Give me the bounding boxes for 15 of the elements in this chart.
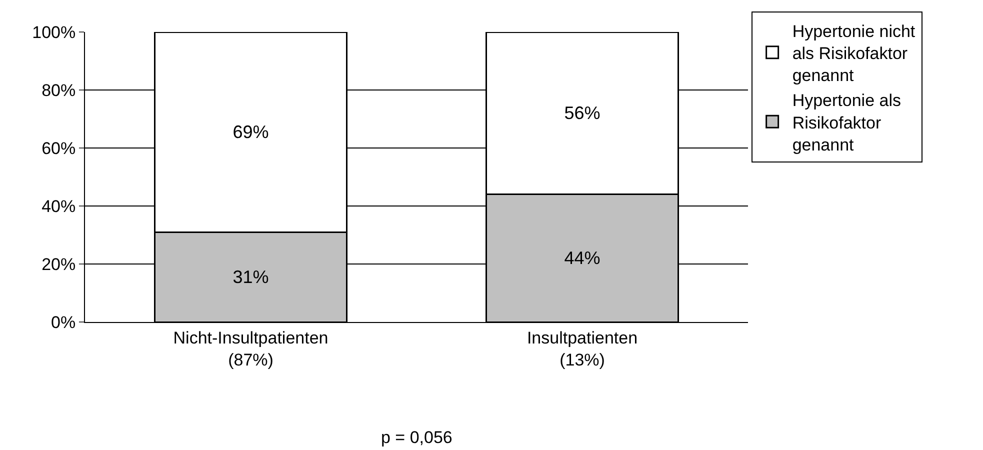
y-tick-label: 80%: [42, 80, 76, 100]
data-label: 69%: [232, 122, 269, 142]
legend-label: Hypertonie nicht als Risikofaktor genannt: [792, 22, 916, 86]
y-tick-label: 100%: [32, 22, 76, 42]
legend-label: Hypertonie als Risikofaktor genannt: [792, 91, 901, 154]
x-tick-label: Nicht-Insultpatienten (87%): [173, 328, 328, 370]
y-tick-label: 40%: [42, 196, 76, 216]
text: p = 0,056: [381, 428, 452, 447]
data-label: 44%: [564, 248, 600, 268]
data-label: 31%: [232, 267, 269, 288]
data-label: 56%: [564, 103, 600, 124]
y-tick-label: 60%: [42, 138, 76, 158]
y-tick-label: 20%: [42, 254, 76, 274]
y-tick-label: 0%: [51, 312, 76, 332]
x-tick-label: Insultpatienten (13%): [526, 328, 638, 370]
